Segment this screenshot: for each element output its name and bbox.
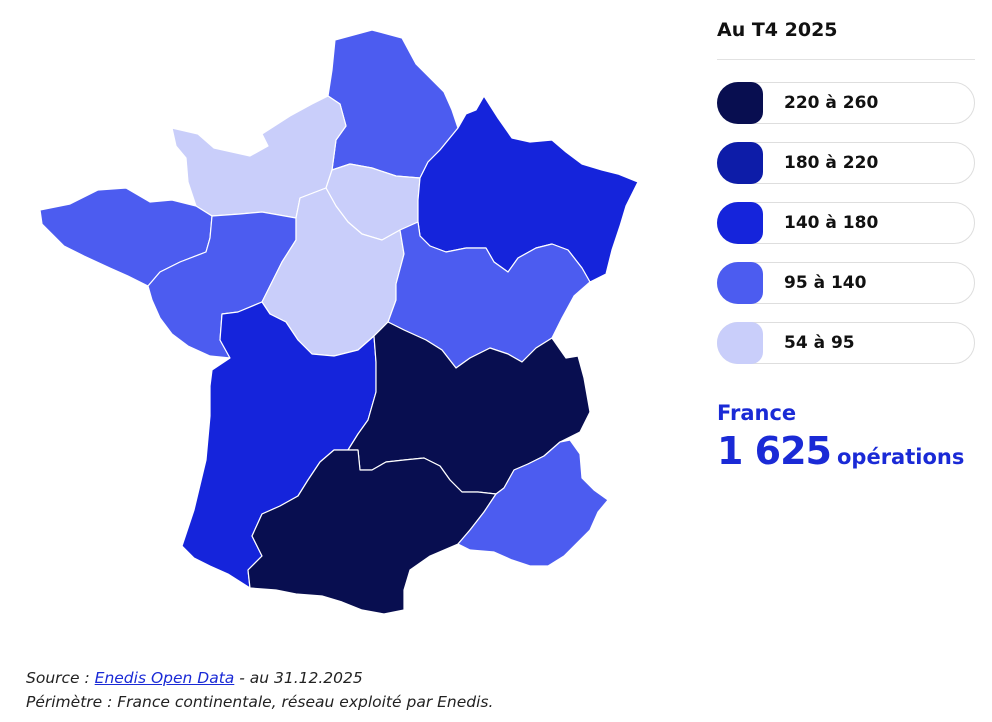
legend-swatch	[717, 262, 763, 304]
map-svg	[39, 29, 639, 615]
legend-label: 220 à 260	[784, 93, 879, 113]
france-region-map	[39, 29, 639, 615]
total-value: 1 625	[717, 429, 832, 473]
legend-swatch	[717, 142, 763, 184]
legend-label: 95 à 140	[784, 273, 867, 293]
map-legend: Au T4 2025 220 à 260 180 à 220 140 à 180…	[717, 16, 975, 382]
scope-line: Périmètre : France continentale, réseau …	[26, 693, 494, 711]
legend-swatch	[717, 82, 763, 124]
national-total: France 1 625 opérations	[717, 398, 992, 474]
legend-item: 95 à 140	[717, 262, 975, 304]
source-line: Source : Enedis Open Data - au 31.12.202…	[26, 666, 493, 690]
legend-label: 140 à 180	[784, 213, 879, 233]
source-link[interactable]: Enedis Open Data	[94, 669, 235, 687]
source-suffix: - au 31.12.2025	[234, 669, 363, 687]
region-normandie[interactable]	[171, 95, 347, 219]
legend-item: 180 à 220	[717, 142, 975, 184]
footer-notes: Source : Enedis Open Data - au 31.12.202…	[26, 666, 493, 714]
legend-swatch	[717, 202, 763, 244]
region-occitanie[interactable]	[247, 449, 497, 615]
total-label: France	[717, 401, 797, 425]
source-prefix: Source :	[26, 669, 95, 687]
legend-item: 54 à 95	[717, 322, 975, 364]
legend-swatch	[717, 322, 763, 364]
legend-item: 140 à 180	[717, 202, 975, 244]
legend-item: 220 à 260	[717, 82, 975, 124]
legend-label: 180 à 220	[784, 153, 879, 173]
legend-title: Au T4 2025	[717, 19, 838, 41]
total-line: 1 625 opérations	[717, 428, 992, 474]
legend-label: 54 à 95	[784, 333, 855, 353]
region-provence-alpes-cote-d-azur[interactable]	[457, 439, 609, 567]
legend-divider	[717, 59, 975, 60]
total-unit: opérations	[837, 445, 965, 469]
